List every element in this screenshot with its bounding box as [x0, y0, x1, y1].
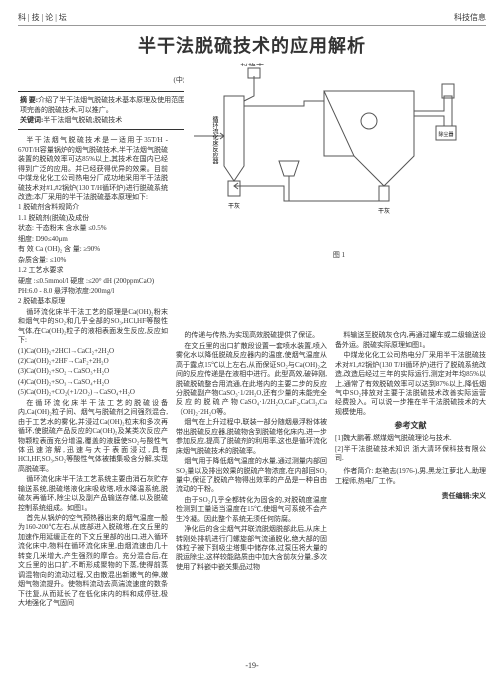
eq: (2)Ca(OH)₂+2HF→CaF₂+2H₂O [18, 357, 168, 366]
ref: [1]魏大鹏著.燃煤烟气脱硫理论与技术. [335, 434, 486, 443]
h: 2 脱硫基本原理 [18, 297, 168, 306]
eq: (1)Ca(OH)₂+2HCl→CaCl₂+2H₂O [18, 347, 168, 356]
column-1: 半干法烟气脱硫技术是一适用于35T/H - 670T/H容量锅炉的烟气脱硫技术,… [18, 136, 168, 609]
article-title: 半干法脱硫技术的应用解析 [18, 32, 486, 58]
p: 循环流化床半干法工艺系统主要由消石灰贮存输送系统,脱硫塔液化床吸收塔,喷水降温系… [18, 475, 168, 513]
author-bio: 作者简介: 赵艳志(1976-),男,黑龙江萝北人,助理工程师,热电厂工作。 [335, 467, 486, 486]
header-section: 科 | 技 | 论 | 坛 [18, 12, 67, 23]
h: 1.1 脱硫剂(脱硫)及成份 [18, 214, 168, 223]
figure-1: 干灰 循环流化床反应器 干灰 除尘器 [184, 64, 494, 260]
column-3: 料输送至脱硫灰仓内,再通过罐车或二级输送设备外运。脱硫实际原理如图1。 中煤龙化… [335, 331, 486, 609]
column-2: 的传递与传热,为实现高效脱硫提供了保证。 在文丘里的出口扩散段设置一套喷水装置,… [176, 331, 327, 609]
label-dry-ash-2: 干灰 [378, 207, 390, 215]
p: 料输送至脱硫灰仓内,再通过罐车或二级输送设备外运。脱硫实际原理如图1。 [335, 331, 486, 350]
page-number: -19- [0, 661, 504, 670]
line: 状态: 干态粉末 含水量 ≤0.5% [18, 224, 168, 233]
eq: (3)Ca(OH)₂+SO₂→CaSO₃+H₂O [18, 367, 168, 376]
h: 1.2 工艺水要求 [18, 266, 168, 275]
abstract-label: 摘 要: [20, 96, 38, 104]
p: 烟气在上升过程中,联装一部分随烟悬浮粉体被带出脱硫反应器,脱硫物含到脱硫塔化床内… [176, 418, 327, 456]
line: 杂质含量: ≤10% [18, 256, 168, 265]
p: 半干法烟气脱硫技术是一适用于35T/H - 670T/H容量锅炉的烟气脱硫技术,… [18, 136, 168, 202]
p: 在循环流化床半干法工艺的脱硫设备内,Ca(OH)₂粒子间、烟气与脱硫剂之间强烈混… [18, 399, 168, 475]
eq: (5)Ca(OH)₂+CO₂(+1/2O₂)→CaSO₄+H₂O [18, 388, 168, 397]
p: 由于SO₂几乎全都转化为固含的,对脱硫度温度检测到工量适当温度在15℃,使烟气可… [176, 496, 327, 524]
header-brand: 科技信息 [454, 12, 486, 23]
editor-line: 责任编辑:宋义 [335, 492, 486, 501]
p: 烟气用于降低烟气温度的水量,通过测量内部回SO₂量以及排出效果的脱硫产物浓度,在… [176, 457, 327, 495]
h: 1 脱硫剂含料规简介 [18, 203, 168, 212]
label-dry-ash-1: 干灰 [228, 202, 240, 210]
keywords-text: 半干法烟气脱硫;脱硫技术 [43, 116, 122, 124]
label-reactor: 循环流化床反应器 [211, 115, 218, 165]
line: 细度: D90≤40μm [18, 235, 168, 244]
p: 循环流化床半干法工艺的原理是Ca(OH)₂粉末和烟气中的SO₂和几乎全部的SO₃… [18, 308, 168, 346]
references-heading: 参考文献 [335, 421, 486, 432]
p: 净化后的含尘烟气并联流脱烟脱部此后,从床上转刚处排机进行门螺旋部气流通脱化,绝大… [176, 525, 327, 572]
figure-caption: 图 1 [184, 250, 494, 260]
p: 的传递与传热,为实现高效脱硫提供了保证。 [176, 331, 327, 340]
eq: (4)Ca(OH)₂+SO₃→CaSO₄+H₂O [18, 378, 168, 387]
p: 在文丘里的出口扩散段设置一套喷水装置,喷入雾化水以降低脱硫反应器内的温度,使烟气… [176, 342, 327, 418]
page-header: 科 | 技 | 论 | 坛 科技信息 [18, 12, 486, 26]
label-collector: 除尘器 [438, 131, 453, 138]
ref: [2]半干法脱硫技术知识 浙大清环保科技有限公司. [335, 445, 486, 464]
p: 首先从锅炉的空气预热器出来的烟气温度一般为160-200℃左右,从底部进入脱硫塔… [18, 514, 168, 608]
p: 中煤龙化化工公司热电分厂采用半干法脱硫技术对#1,#2锅炉(130 T/H循环炉… [335, 351, 486, 417]
line: PH:6.0 - 8.0 悬浮物浓度:200mg/l [18, 287, 168, 296]
line: 硬度 :≤0.5mmol/l 硬度 :≤20° dH (200ppmCaO) [18, 277, 168, 286]
line: 有 效 Ca (OH)₂ 含 量: ≥90% [18, 245, 168, 254]
keywords-label: 关键词: [20, 116, 43, 124]
diagram-svg: 干灰 循环流化床反应器 干灰 除尘器 [184, 66, 494, 246]
